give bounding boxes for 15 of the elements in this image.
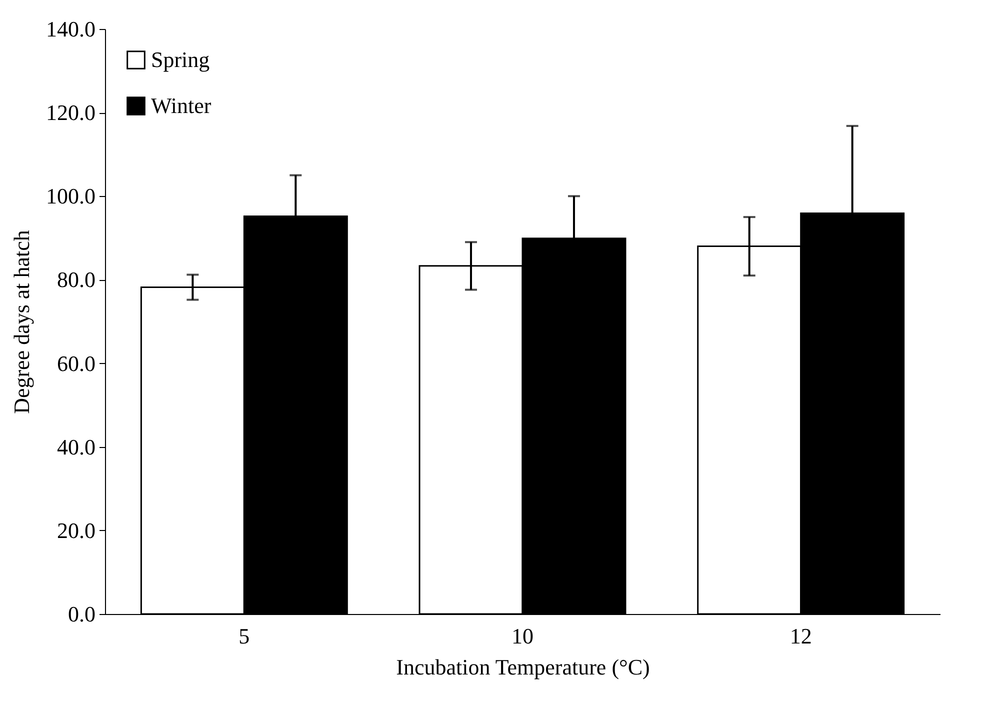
y-tick-label: 100.0: [46, 184, 96, 209]
x-axis-title: Incubation Temperature (°C): [396, 654, 650, 680]
x-tick-label: 10: [512, 624, 534, 648]
y-tick-label: 40.0: [57, 434, 96, 460]
y-tick-label: 60.0: [57, 350, 96, 376]
y-tick-label: 80.0: [57, 267, 96, 292]
y-tick-label: 140.0: [46, 16, 96, 42]
x-tick-label: 12: [790, 624, 812, 648]
y-tick-label: 20.0: [57, 518, 96, 543]
y-tick-label: 0.0: [68, 602, 96, 626]
legend-label: Spring: [151, 47, 210, 72]
legend-label: Winter: [151, 93, 212, 118]
y-axis-title: Degree days at hatch: [9, 230, 34, 414]
y-tick-label: 120.0: [46, 100, 96, 126]
x-tick-label: 5: [238, 624, 250, 648]
